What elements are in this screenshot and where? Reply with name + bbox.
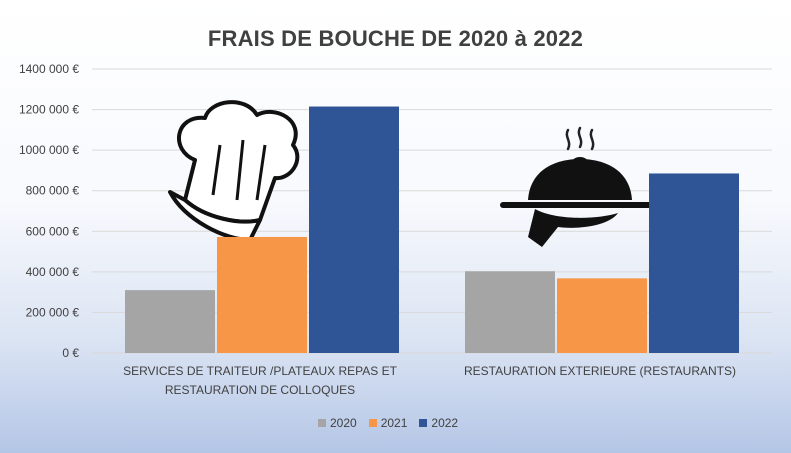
bar-2022-cat-1 <box>649 173 739 353</box>
category-label-traiteur: SERVICES DE TRAITEUR /PLATEAUX REPAS ET … <box>105 362 415 400</box>
legend-item-2022: 2022 <box>419 416 458 430</box>
legend-label: 2021 <box>380 416 408 430</box>
y-tick-label: 1400 000 € <box>19 62 79 76</box>
legend-label: 2020 <box>330 416 357 430</box>
bar-2022-cat-0 <box>309 106 399 354</box>
legend-swatch <box>368 419 377 427</box>
y-tick-label: 0 € <box>62 346 79 360</box>
legend-swatch <box>419 419 428 427</box>
legend: 2020 2021 2022 <box>318 416 458 430</box>
y-tick-label: 800 000 € <box>26 184 80 198</box>
category-label-restaurants: RESTAURATION EXTERIEURE (RESTAURANTS) <box>440 362 760 381</box>
y-tick-label: 1000 000 € <box>19 143 79 157</box>
chef-hat-icon <box>168 100 300 242</box>
y-tick-label: 1200 000 € <box>19 103 79 117</box>
bar-2020-cat-1 <box>465 271 555 353</box>
category-label-line: SERVICES DE TRAITEUR /PLATEAUX REPAS ET <box>123 364 397 378</box>
legend-item-2020: 2020 <box>318 416 357 430</box>
y-tick-label: 200 000 € <box>26 305 80 319</box>
bars <box>125 106 739 354</box>
bar-2021-cat-1 <box>557 278 647 353</box>
legend-label: 2022 <box>431 416 459 430</box>
category-label-line: RESTAURATION DE COLLOQUES <box>164 383 356 397</box>
y-axis: 0 € 200 000 € 400 000 € 600 000 € 800 000 € 1… <box>19 62 79 360</box>
serving-cloche-icon <box>500 126 660 247</box>
y-tick-label: 600 000 € <box>26 224 80 238</box>
legend-item-2021: 2021 <box>368 416 408 430</box>
bar-2021-cat-0 <box>217 236 307 353</box>
chart-title: FRAIS DE BOUCHE DE 2020 à 2022 <box>207 26 584 51</box>
legend-swatch <box>318 419 326 427</box>
category-label-line: RESTAURATION EXTERIEURE (RESTAURANTS) <box>463 364 737 378</box>
bar-2020-cat-0 <box>125 290 215 353</box>
y-tick-label: 400 000 € <box>26 265 80 279</box>
